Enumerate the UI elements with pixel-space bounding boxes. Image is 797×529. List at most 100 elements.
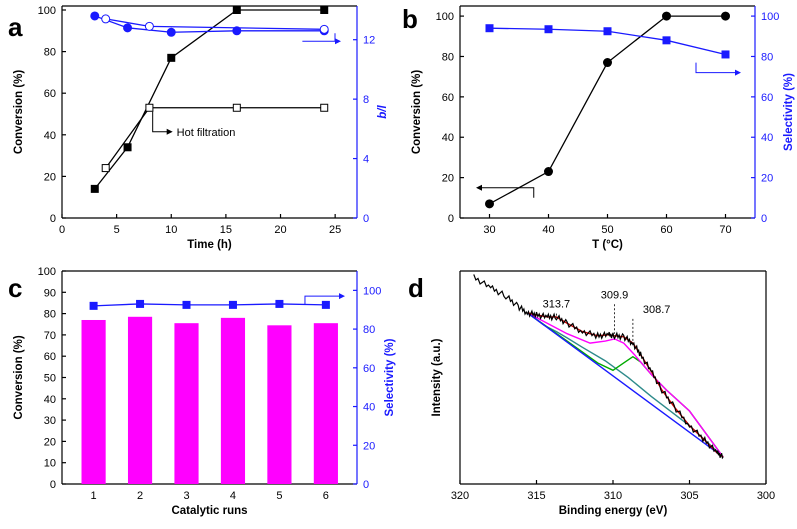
y-tick-label-c-10: 100: [38, 266, 56, 278]
x-tick-label-a-2: 10: [165, 224, 177, 236]
bar-c-1: [127, 316, 153, 484]
y-tick-label-a-2: 40: [44, 130, 56, 142]
y2-tick-label-c-0: 0: [363, 479, 369, 491]
x-tick-label-c-2: 3: [183, 490, 189, 502]
y-tick-label-c-7: 70: [44, 330, 56, 342]
data-point-a-3-1: [144, 21, 154, 31]
axis-pointer-head-b-right: [735, 69, 741, 76]
y2-tick-label-c-5: 100: [363, 285, 381, 297]
bar-c-2: [174, 323, 199, 484]
axis-pointer-head-c: [339, 293, 345, 300]
y2-tick-label-b-2: 40: [761, 132, 773, 144]
y-tick-label-c-2: 20: [44, 436, 56, 448]
x-tick-label-d-1: 315: [527, 490, 545, 502]
y-tick-label-c-3: 30: [44, 415, 56, 427]
y-tick-label-c-0: 0: [50, 479, 56, 491]
data-point-b-0-3: [662, 11, 671, 21]
axis-pointer-head-a: [335, 38, 341, 45]
y-tick-label-a-3: 60: [44, 88, 56, 100]
y-tick-label-c-9: 90: [44, 287, 56, 299]
x-tick-label-b-4: 70: [719, 224, 731, 236]
x-tick-label-c-0: 1: [91, 490, 97, 502]
x-tick-label-c-5: 6: [323, 490, 329, 502]
y2-axis-title-c: Selectivity (%): [384, 338, 396, 416]
y-tick-label-b-0: 0: [448, 213, 454, 225]
peak-label-d-1: 309.9: [601, 289, 629, 301]
data-point-a-2-1: [123, 23, 133, 33]
y2-axis-title-a: b/l: [377, 104, 389, 118]
axis-pointer-b-left: [482, 187, 535, 198]
data-point-c-selectivity-5: [321, 300, 330, 309]
data-point-a-0-0: [90, 184, 99, 193]
axis-pointer-head-b-left: [476, 184, 482, 191]
data-point-b-1-0: [485, 24, 494, 33]
data-point-a-3-0: [101, 14, 111, 24]
y-tick-label-a-4: 80: [44, 47, 56, 59]
data-point-a-1-0: [101, 164, 110, 173]
data-point-c-selectivity-4: [275, 299, 284, 308]
data-point-b-1-4: [721, 50, 730, 59]
y2-tick-label-c-3: 60: [363, 363, 375, 375]
y-axis-title-a: Conversion (%): [13, 70, 25, 155]
series-line-c-selectivity: [93, 303, 326, 307]
data-point-c-selectivity-2: [182, 300, 191, 309]
data-point-b-0-4: [721, 11, 730, 21]
y2-tick-label-b-5: 100: [761, 11, 779, 23]
x-tick-label-c-3: 4: [230, 490, 236, 502]
y-axis-title-c: Conversion (%): [13, 335, 25, 420]
y-axis-title-b: Conversion (%): [411, 70, 423, 155]
y2-tick-label-b-3: 60: [761, 92, 773, 104]
x-axis-title-b: T (°C): [592, 239, 623, 251]
data-point-a-0-4: [320, 6, 329, 14]
peak-label-d-2: 308.7: [643, 304, 671, 316]
bar-c-4: [267, 325, 292, 484]
y-tick-label-a-1: 20: [44, 171, 56, 183]
data-point-a-0-3: [232, 6, 241, 14]
series-line-b-0: [489, 15, 726, 205]
annotation-arrowhead-a: [166, 128, 173, 135]
bar-c-0: [81, 319, 106, 484]
axis-pointer-b-right: [695, 62, 735, 74]
series-line-a-1: [105, 107, 325, 169]
x-tick-label-a-5: 25: [329, 224, 341, 236]
y-tick-label-b-3: 60: [442, 92, 454, 104]
data-point-a-2-0: [90, 11, 100, 21]
data-point-b-0-0: [485, 199, 494, 209]
x-tick-label-a-4: 20: [274, 224, 286, 236]
y-tick-label-c-4: 40: [44, 394, 56, 406]
x-tick-label-a-0: 0: [59, 224, 65, 236]
data-point-a-2-3: [232, 26, 242, 36]
y-tick-label-c-1: 10: [44, 458, 56, 470]
series-line-a-0: [94, 9, 325, 190]
y2-tick-label-c-2: 40: [363, 402, 375, 414]
panel-letter-a: a: [8, 12, 23, 42]
x-tick-label-d-4: 300: [757, 490, 775, 502]
y-tick-label-a-5: 100: [38, 5, 56, 17]
spectrum-line-d-2: [526, 312, 724, 458]
data-point-c-selectivity-0: [89, 301, 98, 310]
y2-tick-label-a-0: 0: [363, 213, 369, 225]
y-tick-label-b-2: 40: [442, 132, 454, 144]
annotation-hot-filtration: Hot filtration: [177, 127, 236, 139]
x-tick-label-a-3: 15: [220, 224, 232, 236]
x-axis-title-c: Catalytic runs: [171, 505, 247, 517]
data-point-b-1-2: [603, 27, 612, 36]
y2-tick-label-b-0: 0: [761, 213, 767, 225]
data-point-a-1-2: [232, 103, 241, 112]
y2-tick-label-b-4: 80: [761, 51, 773, 63]
data-point-b-1-3: [662, 36, 671, 45]
panel-letter-b: b: [402, 4, 418, 34]
y2-axis-title-b: Selectivity (%): [783, 73, 795, 151]
bar-c-5: [313, 323, 338, 484]
data-point-c-selectivity-3: [228, 300, 237, 309]
x-tick-label-b-3: 60: [660, 224, 672, 236]
x-tick-label-d-3: 305: [680, 490, 698, 502]
x-tick-label-b-1: 40: [542, 224, 554, 236]
spectrum-line-d-0: [473, 274, 724, 460]
y-tick-label-b-1: 20: [442, 173, 454, 185]
y2-tick-label-b-1: 20: [761, 173, 773, 185]
y-axis-title-d: Intensity (a.u.): [431, 338, 443, 416]
data-point-a-3-2: [319, 24, 329, 34]
data-point-a-2-2: [166, 27, 176, 37]
